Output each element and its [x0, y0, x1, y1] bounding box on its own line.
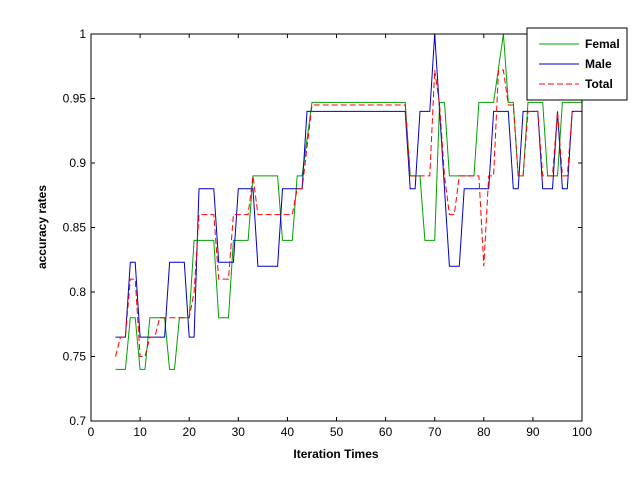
x-tick-label: 40 — [281, 425, 295, 439]
y-tick-label: 1 — [79, 27, 86, 41]
y-axis-title: accuracy rates — [35, 185, 49, 269]
x-tick-label: 20 — [183, 425, 197, 439]
legend-label-male: Male — [585, 57, 612, 71]
series-layer — [115, 33, 582, 370]
x-tick-label: 70 — [428, 425, 442, 439]
x-tick-label: 10 — [133, 425, 147, 439]
x-tick-label: 50 — [330, 425, 344, 439]
tick-layer: 0 10 20 30 40 50 60 70 80 90 100 0.7 0.75 0.8 0.85 0.9 0… — [63, 27, 593, 439]
legend: Femal Male Total — [526, 27, 628, 101]
y-tick-label: 0.9 — [69, 156, 86, 170]
legend-label-total: Total — [585, 77, 613, 91]
y-tick-label: 0.75 — [63, 350, 87, 364]
y-tick-label: 0.95 — [63, 92, 87, 106]
x-tick-label: 60 — [379, 425, 393, 439]
x-tick-label: 100 — [572, 425, 592, 439]
x-tick-label: 80 — [477, 425, 491, 439]
series-line-total — [115, 69, 582, 357]
legend-label-female: Femal — [585, 37, 620, 51]
y-tick-label: 0.7 — [69, 414, 86, 428]
x-tick-label: 30 — [232, 425, 246, 439]
y-tick-label: 0.8 — [69, 285, 86, 299]
x-tick-label: 90 — [526, 425, 540, 439]
x-tick-label: 0 — [88, 425, 95, 439]
x-axis-title: Iteration Times — [293, 447, 378, 461]
plot-background — [91, 34, 582, 421]
y-tick-label: 0.85 — [63, 221, 87, 235]
